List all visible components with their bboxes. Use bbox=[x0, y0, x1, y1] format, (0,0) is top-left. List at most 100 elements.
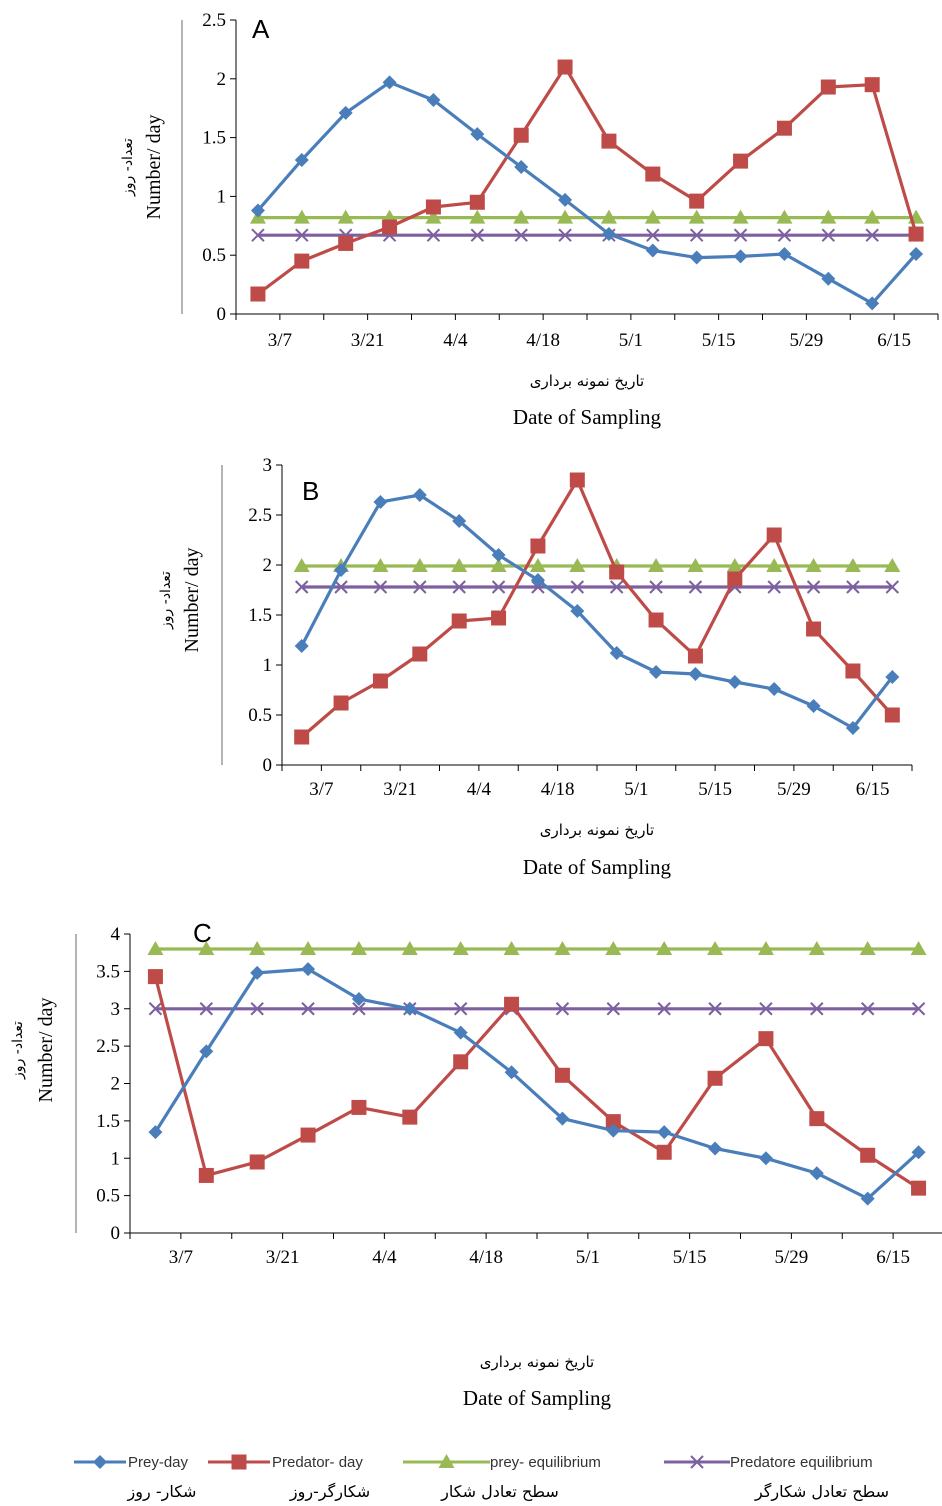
y-axis-title: Number/ day bbox=[181, 548, 203, 653]
data-point bbox=[645, 243, 660, 258]
data-point bbox=[708, 1002, 722, 1016]
marker-x-stroke bbox=[810, 1002, 824, 1016]
data-point bbox=[250, 965, 265, 980]
x-axis-title: Date of Sampling bbox=[463, 1386, 612, 1410]
data-point bbox=[707, 940, 724, 955]
marker-x-stroke bbox=[514, 228, 528, 242]
data-point bbox=[301, 962, 316, 977]
x-tick-label: 6/15 bbox=[877, 330, 911, 351]
data-point bbox=[294, 580, 309, 594]
data-point bbox=[649, 665, 664, 679]
legend-label: prey- equilibrium bbox=[490, 1454, 601, 1471]
data-point bbox=[727, 571, 743, 587]
y-tick-label: 1 bbox=[111, 1148, 121, 1169]
data-point bbox=[727, 675, 742, 689]
series-line bbox=[256, 65, 918, 296]
data-point bbox=[147, 969, 163, 985]
data-point bbox=[293, 209, 310, 224]
data-point bbox=[558, 228, 572, 242]
data-point bbox=[759, 1002, 773, 1016]
data-point bbox=[757, 940, 774, 955]
data-point bbox=[514, 160, 529, 174]
marker-x-stroke bbox=[860, 1002, 875, 1016]
data-point bbox=[558, 192, 573, 207]
x-tick-label: 5/29 bbox=[774, 1247, 808, 1268]
x-tick-label: 5/15 bbox=[702, 330, 736, 351]
data-point bbox=[295, 228, 309, 242]
y-axis-title-persian: تعداد- روز bbox=[120, 138, 136, 197]
data-point bbox=[860, 1147, 876, 1163]
marker-x-stroke bbox=[689, 228, 704, 242]
legend-label: Predatore equilibrium bbox=[730, 1454, 873, 1471]
series-line bbox=[153, 976, 920, 1190]
data-point bbox=[908, 226, 924, 242]
data-point bbox=[412, 646, 428, 662]
data-point bbox=[555, 1002, 570, 1016]
x-tick-label: 3/21 bbox=[266, 1247, 300, 1268]
chart-panel-c: 0 0.5 1 1.5 2 2.5 3 3.5 4 3/7 3/21 4/4 4/18 5/1 5/15 5/… bbox=[10, 918, 942, 1410]
data-point bbox=[513, 127, 529, 143]
data-point bbox=[766, 558, 783, 572]
legend-entry-prey-eq: prey- equilibrium سطح تعادل شکار bbox=[403, 1454, 601, 1502]
data-point bbox=[250, 1002, 264, 1016]
marker-x-stroke bbox=[491, 580, 506, 594]
marker-x-stroke bbox=[733, 228, 748, 242]
series-line bbox=[154, 967, 920, 1201]
data-point bbox=[845, 663, 861, 679]
data-point bbox=[569, 472, 585, 488]
marker-x-stroke bbox=[555, 1002, 570, 1016]
marker-x-stroke bbox=[558, 228, 572, 242]
x-tick-label: 5/1 bbox=[619, 330, 643, 351]
y-tick-label: 4 bbox=[111, 924, 121, 945]
data-point bbox=[251, 228, 265, 242]
marker-x-stroke bbox=[294, 580, 309, 594]
legend-label-persian: سطح تعادل شکارگر bbox=[754, 1482, 889, 1502]
data-point bbox=[859, 940, 876, 955]
marker-x-stroke bbox=[148, 1002, 163, 1016]
data-point bbox=[555, 1111, 570, 1126]
y-tick-label: 0.5 bbox=[248, 705, 272, 726]
data-point bbox=[333, 695, 349, 711]
y-axis-title-persian: تعداد- روز bbox=[158, 571, 174, 630]
data-point bbox=[300, 1127, 316, 1143]
legend-label: Prey-day bbox=[128, 1454, 189, 1471]
data-point bbox=[766, 527, 782, 543]
data-point bbox=[469, 194, 485, 210]
data-point bbox=[657, 1125, 672, 1140]
panel-label: A bbox=[252, 14, 270, 44]
data-point bbox=[687, 648, 703, 664]
marker-x-stroke bbox=[646, 228, 660, 242]
data-point bbox=[352, 1002, 366, 1016]
data-point bbox=[570, 580, 585, 594]
data-point bbox=[402, 1109, 418, 1125]
data-point bbox=[809, 1111, 825, 1127]
y-tick-label: 0.5 bbox=[202, 245, 226, 266]
data-point bbox=[605, 940, 622, 955]
x-axis-title: Date of Sampling bbox=[513, 405, 662, 429]
legend-label-persian: شکار- روز bbox=[127, 1482, 197, 1502]
y-tick-label: 2 bbox=[263, 555, 273, 576]
data-point bbox=[198, 940, 215, 955]
data-point bbox=[338, 235, 354, 251]
data-point bbox=[777, 247, 792, 262]
data-point bbox=[726, 558, 743, 572]
data-point bbox=[885, 670, 900, 684]
data-point bbox=[452, 514, 467, 528]
series-prey-eq bbox=[293, 558, 901, 572]
data-point bbox=[372, 558, 389, 572]
x-tick-label: 4/18 bbox=[469, 1247, 503, 1268]
data-point bbox=[491, 580, 506, 594]
data-point bbox=[688, 580, 703, 594]
marker-x-stroke bbox=[413, 580, 427, 594]
data-point bbox=[491, 548, 506, 562]
data-point bbox=[733, 153, 749, 169]
data-point bbox=[687, 558, 704, 572]
y-tick-label: 2.5 bbox=[202, 10, 226, 31]
data-point bbox=[453, 1002, 468, 1016]
data-point bbox=[656, 940, 673, 955]
data-point bbox=[147, 940, 164, 955]
data-point bbox=[294, 253, 310, 269]
data-point bbox=[733, 249, 748, 264]
data-point bbox=[860, 1002, 875, 1016]
data-point bbox=[865, 228, 879, 242]
